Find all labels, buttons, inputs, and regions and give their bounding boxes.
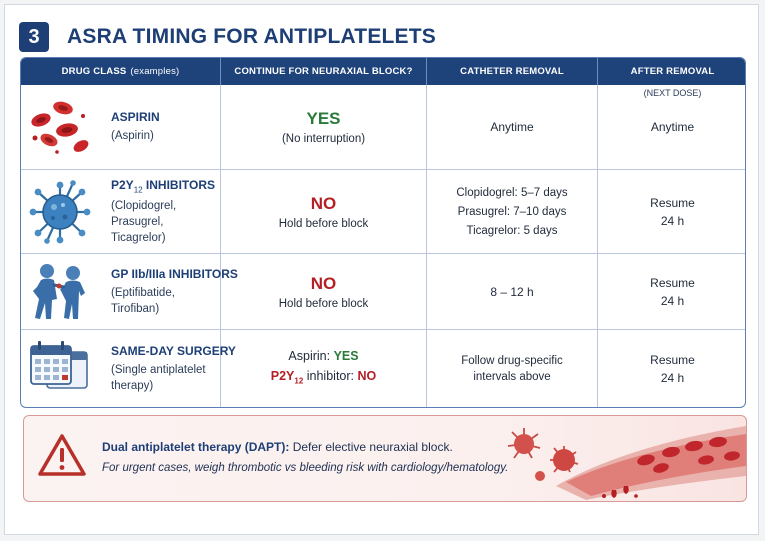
after-line: Resume bbox=[650, 353, 695, 367]
drug-examples: (Eptifibatide, Tirofiban) bbox=[111, 287, 175, 315]
calendar-icon bbox=[30, 341, 88, 389]
table-header: DRUG CLASS (examples) CONTINUE FOR NEURA… bbox=[21, 58, 745, 85]
verdict-no: NO bbox=[357, 369, 377, 384]
line-label: Aspirin: bbox=[288, 349, 331, 364]
dapt-line-2: For urgent cases, weigh thrombotic vs bl… bbox=[102, 462, 509, 474]
page-title: ASRA TIMING FOR ANTIPLATELETS bbox=[67, 25, 437, 48]
verdict-note: (No interruption) bbox=[281, 133, 366, 145]
catheter-cell: 8 – 12 h bbox=[490, 285, 534, 299]
platelet-icon bbox=[29, 180, 91, 244]
divider bbox=[220, 58, 221, 85]
continue-cell: YES (No interruption) bbox=[221, 85, 426, 169]
drug-name-suffix: INHIBITORS bbox=[142, 177, 216, 192]
col-drug-class: DRUG CLASS (examples) bbox=[21, 58, 220, 85]
blood-cells-icon bbox=[31, 101, 89, 154]
table-row-same-day-surgery: SAME-DAY SURGERY (Single antiplatelet th… bbox=[21, 329, 745, 407]
drug-cell: ASPIRIN (Aspirin) bbox=[111, 85, 160, 169]
col-catheter: CATHETER REMOVAL bbox=[460, 66, 564, 77]
drug-name-subscript: 12 bbox=[133, 185, 143, 195]
dapt-warning-box: Dual antiplatelet therapy (DAPT): Defer … bbox=[23, 415, 747, 502]
section-number-badge: 3 bbox=[19, 22, 49, 52]
catheter-cell: Follow drug-specific intervals above bbox=[427, 330, 597, 407]
after-line: Resume bbox=[650, 276, 695, 290]
drug-examples: (Clopidogrel, Prasugrel, Ticagrelor) bbox=[111, 200, 177, 245]
dapt-text: Defer elective neuraxial block. bbox=[289, 440, 453, 454]
col-after: AFTER REMOVAL bbox=[630, 66, 715, 77]
catheter-line: Ticagrelor: 5 days bbox=[466, 224, 558, 237]
verdict-no: NO bbox=[310, 194, 337, 213]
dapt-title: Dual antiplatelet therapy (DAPT): bbox=[102, 440, 290, 454]
catheter-line: Clopidogrel: 5–7 days bbox=[456, 186, 568, 199]
continue-cell: Aspirin: YES P2Y12 inhibitor: NO bbox=[221, 330, 426, 407]
table-row-aspirin: ASPIRIN (Aspirin) YES (No interruption) … bbox=[21, 85, 745, 169]
col-drug-class-label: DRUG CLASS bbox=[61, 66, 127, 77]
col-drug-class-note: (examples) bbox=[130, 66, 180, 77]
drug-name-prefix: P2Y bbox=[111, 177, 134, 192]
antiplatelet-table: DRUG CLASS (examples) CONTINUE FOR NEURA… bbox=[20, 57, 746, 408]
catheter-cell: Clopidogrel: 5–7 days Prasugrel: 7–10 da… bbox=[427, 170, 597, 254]
drug-examples: (Aspirin) bbox=[111, 130, 154, 142]
verdict-no: NO bbox=[310, 274, 337, 293]
same-day-line-aspirin: Aspirin: YES bbox=[288, 346, 358, 366]
table-row-gp2b3a: GP IIb/IIIa INHIBITORS (Eptifibatide, Ti… bbox=[21, 253, 745, 330]
catheter-line: Prasugrel: 7–10 days bbox=[457, 205, 567, 218]
divider bbox=[220, 85, 221, 407]
after-line: 24 h bbox=[660, 371, 685, 385]
drug-name: ASPIRIN bbox=[111, 110, 160, 124]
dapt-line-1: Dual antiplatelet therapy (DAPT): Defer … bbox=[102, 440, 453, 454]
drug-name: GP IIb/IIIa INHIBITORS bbox=[111, 267, 238, 281]
catheter-line: intervals above bbox=[473, 371, 551, 383]
divider bbox=[426, 58, 427, 85]
verdict-note: Hold before block bbox=[278, 298, 369, 310]
drug-cell: P2Y12 INHIBITORS (Clopidogrel, Prasugrel… bbox=[111, 170, 215, 254]
figures-icon bbox=[33, 264, 85, 319]
header: 3 ASRA TIMING FOR ANTIPLATELETS bbox=[19, 21, 436, 53]
continue-cell: NO Hold before block bbox=[221, 170, 426, 254]
page: 3 ASRA TIMING FOR ANTIPLATELETS DRUG CLA… bbox=[4, 4, 759, 535]
after-cell: Resume 24 h bbox=[598, 330, 745, 407]
after-line: 24 h bbox=[660, 294, 685, 308]
divider bbox=[597, 85, 598, 407]
same-day-line-p2y12: P2Y12 inhibitor: NO bbox=[271, 366, 377, 392]
divider bbox=[597, 58, 598, 85]
catheter-cell: Anytime bbox=[490, 120, 534, 134]
after-line: 24 h bbox=[660, 214, 685, 228]
verdict-yes: YES bbox=[333, 349, 359, 364]
catheter-line: Follow drug-specific bbox=[461, 355, 563, 367]
drug-cell: GP IIb/IIIa INHIBITORS (Eptifibatide, Ti… bbox=[111, 254, 238, 330]
table-row-p2y12: P2Y12 INHIBITORS (Clopidogrel, Prasugrel… bbox=[21, 169, 745, 254]
drug-cell: SAME-DAY SURGERY (Single antiplatelet th… bbox=[111, 330, 236, 407]
drug-name: P2Y12 INHIBITORS bbox=[111, 178, 215, 194]
col-continue: CONTINUE FOR NEURAXIAL BLOCK? bbox=[234, 66, 413, 77]
drug-examples: (Single antiplatelet therapy) bbox=[111, 364, 206, 392]
warning-icon bbox=[38, 434, 86, 476]
line-prefix: P2Y bbox=[270, 369, 295, 384]
after-cell: Resume 24 h bbox=[598, 170, 745, 254]
col-after-note: (NEXT DOSE) bbox=[643, 88, 702, 98]
blood-vessel-illustration bbox=[507, 426, 746, 500]
continue-cell: NO Hold before block bbox=[221, 254, 426, 330]
after-line: Resume bbox=[650, 196, 695, 210]
drug-name: SAME-DAY SURGERY bbox=[111, 344, 236, 358]
line-subscript: 12 bbox=[294, 376, 304, 386]
after-cell: Anytime bbox=[650, 120, 695, 134]
divider bbox=[426, 85, 427, 407]
verdict-note: Hold before block bbox=[278, 218, 369, 230]
after-cell: Resume 24 h bbox=[598, 254, 745, 330]
line-label: inhibitor: bbox=[303, 369, 355, 384]
verdict-yes: YES bbox=[306, 109, 341, 128]
